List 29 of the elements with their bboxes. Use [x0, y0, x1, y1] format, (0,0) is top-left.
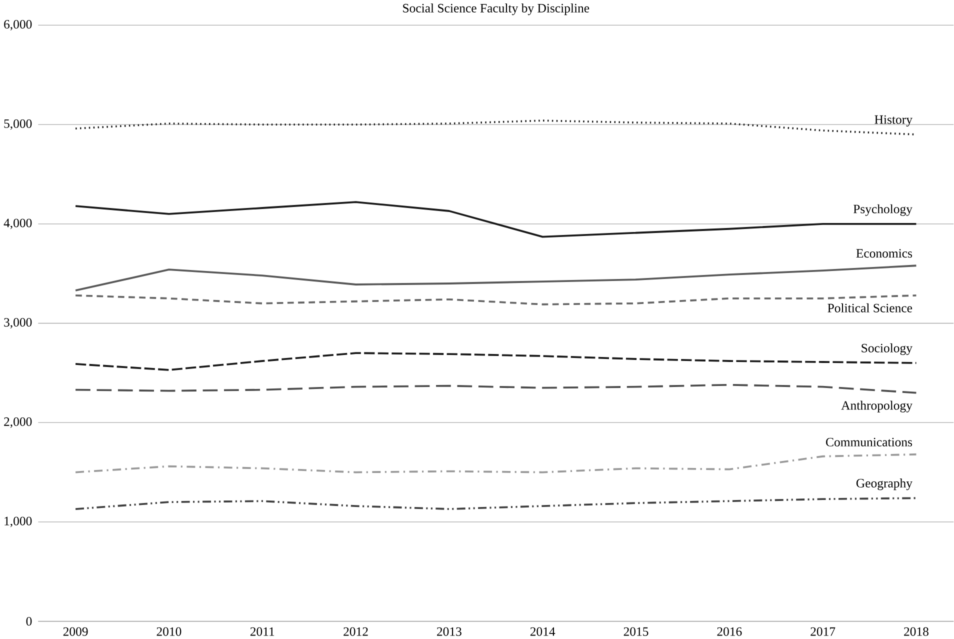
- x-tick-label: 2017: [810, 627, 836, 636]
- y-tick-label: 1,000: [4, 516, 32, 527]
- x-tick-label: 2018: [904, 627, 928, 636]
- x-tick-label: 2010: [156, 627, 182, 636]
- chart-title: Social Science Faculty by Discipline: [403, 3, 590, 15]
- series-label: History: [874, 115, 912, 126]
- series-label: Political Science: [828, 303, 912, 312]
- x-tick-label: 2011: [250, 627, 274, 636]
- series-label: Sociology: [862, 343, 912, 355]
- series-label: Economics: [856, 248, 912, 258]
- series-label: Anthropology: [841, 400, 912, 412]
- y-tick-label: 5,000: [4, 119, 32, 130]
- x-tick-label: 2015: [624, 627, 648, 636]
- y-tick-label: 3,000: [4, 318, 32, 328]
- x-tick-label: 2012: [344, 627, 368, 636]
- x-tick-label: 2013: [437, 627, 462, 636]
- series-label: Geography: [856, 478, 912, 490]
- y-tick-label: 0: [26, 616, 32, 626]
- series-label: Communications: [826, 438, 912, 446]
- series-label: Psychology: [853, 204, 912, 216]
- line-series: [74, 453, 918, 474]
- line-series: [74, 264, 918, 292]
- x-tick-label: 2016: [717, 627, 742, 636]
- y-tick-label: 4,000: [4, 218, 32, 229]
- y-tick-label: 2,000: [4, 417, 32, 428]
- line-series: [74, 384, 918, 394]
- y-tick-label: 6,000: [4, 20, 32, 30]
- x-tick-label: 2014: [530, 627, 556, 636]
- x-tick-label: 2009: [63, 627, 88, 636]
